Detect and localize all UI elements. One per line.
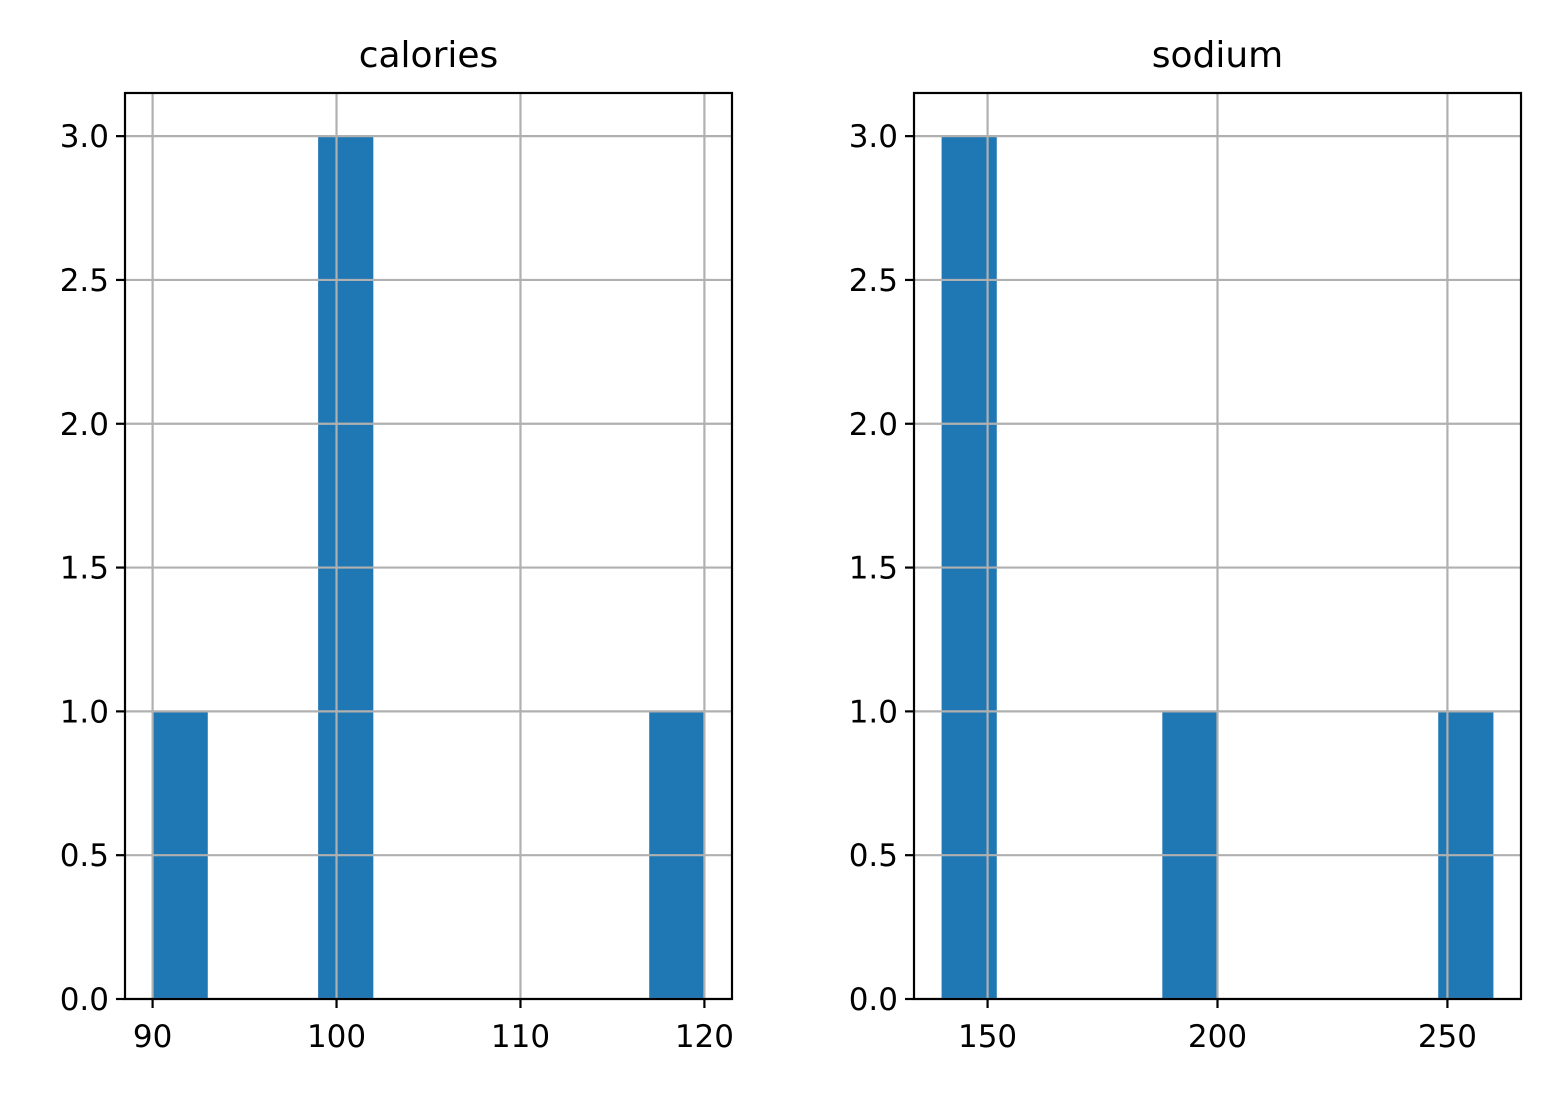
calories-axes-frame [123, 91, 734, 1001]
sodium-xtick-label-1: 200 [1188, 1019, 1247, 1055]
sodium-title: sodium [1152, 35, 1284, 76]
calories-ytick-label-2: 1.0 [60, 694, 109, 730]
calories-xtick-label-1: 100 [307, 1019, 366, 1055]
sodium-xtick-label-2: 250 [1418, 1019, 1477, 1055]
calories-xtick-label-2: 110 [491, 1019, 550, 1055]
calories-histogram: 90 100 110 120 0.0 0.5 1.0 1.5 2.0 2.5 3.0 calories [60, 35, 734, 1055]
sodium-ytick-label-6: 3.0 [849, 119, 898, 155]
sodium-xtick-label-0: 150 [958, 1019, 1017, 1055]
sodium-ytick-label-4: 2.0 [849, 407, 898, 443]
calories-ytick-label-0: 0.0 [60, 982, 109, 1018]
sodium-ytick-label-3: 1.5 [849, 551, 898, 587]
sodium-ytick-label-5: 2.5 [849, 263, 898, 299]
calories-ytick-label-4: 2.0 [60, 407, 109, 443]
calories-ytick-label-5: 2.5 [60, 263, 109, 299]
sodium-ytick-label-0: 0.0 [849, 982, 898, 1018]
calories-title: calories [359, 35, 499, 76]
sodium-histogram: 150 200 250 0.0 0.5 1.0 1.5 2.0 2.5 3.0 sodium [849, 35, 1523, 1055]
calories-ytick-label-3: 1.5 [60, 551, 109, 587]
calories-xtick-label-0: 90 [133, 1019, 172, 1055]
calories-ytick-label-1: 0.5 [60, 838, 109, 874]
calories-ytick-label-6: 3.0 [60, 119, 109, 155]
sodium-ytick-label-1: 0.5 [849, 838, 898, 874]
sodium-ytick-label-2: 1.0 [849, 694, 898, 730]
calories-xtick-label-3: 120 [675, 1019, 734, 1055]
